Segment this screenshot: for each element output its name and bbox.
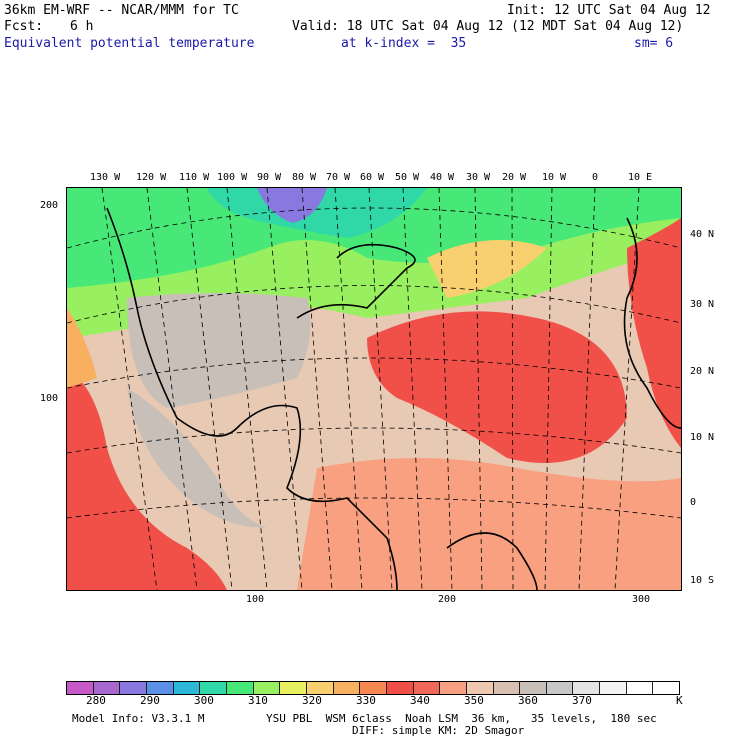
lon-label: 100 W: [217, 172, 248, 183]
color-bar-swatch: [546, 682, 574, 694]
color-bar-label: 350: [464, 694, 484, 707]
color-bar-label: 320: [302, 694, 322, 707]
color-bar-label: 330: [356, 694, 376, 707]
color-bar-swatch: [253, 682, 281, 694]
lon-label: 40 W: [430, 172, 455, 183]
color-bar-unit: K: [676, 694, 683, 707]
smoothing-info: sm= 6: [634, 36, 674, 51]
color-bar-swatch: [146, 682, 174, 694]
lat-label: 0: [690, 497, 697, 508]
lon-label: 30 W: [466, 172, 491, 183]
lon-label: 80 W: [292, 172, 317, 183]
color-bar-swatch: [573, 682, 601, 694]
color-bar-swatch: [93, 682, 121, 694]
grid-x-label: 200: [438, 594, 457, 605]
lon-label: 130 W: [90, 172, 121, 183]
color-bar-swatch: [360, 682, 387, 694]
color-bar-swatch: [333, 682, 361, 694]
color-bar-swatch: [653, 682, 680, 694]
lon-label: 60 W: [360, 172, 385, 183]
color-bar-swatch: [626, 682, 654, 694]
init-time: Init: 12 UTC Sat 04 Aug 12: [507, 3, 711, 18]
map-canvas: [67, 188, 681, 590]
lon-label: 20 W: [502, 172, 527, 183]
lat-label: 20 N: [690, 366, 715, 377]
lat-label: 10 N: [690, 432, 715, 443]
field-name: Equivalent potential temperature: [4, 36, 255, 51]
color-bar-label: 280: [86, 694, 106, 707]
color-bar-swatch: [200, 682, 227, 694]
color-bar-swatch: [466, 682, 494, 694]
color-bar-swatch: [413, 682, 441, 694]
lon-label: 10 E: [628, 172, 653, 183]
level-info: at k-index = 35: [341, 36, 467, 51]
lon-label: 120 W: [136, 172, 167, 183]
color-bar-swatch: [600, 682, 627, 694]
color-bar-label: 310: [248, 694, 268, 707]
color-bar-swatch: [67, 682, 94, 694]
color-bar-label: 360: [518, 694, 538, 707]
theta-e-map: [66, 187, 682, 591]
color-bar: [66, 681, 680, 695]
diffusion-info: DIFF: simple KM: 2D Smagor: [352, 724, 525, 737]
color-bar-swatch: [520, 682, 547, 694]
lon-label: 50 W: [395, 172, 420, 183]
color-bar-swatch: [226, 682, 254, 694]
lon-label: 90 W: [257, 172, 282, 183]
valid-time: Valid: 18 UTC Sat 04 Aug 12 (12 MDT Sat …: [292, 19, 684, 34]
color-bar-swatch: [440, 682, 467, 694]
grid-y-label: 100: [40, 393, 59, 404]
lon-label: 110 W: [179, 172, 210, 183]
grid-x-label: 100: [246, 594, 265, 605]
color-bar-swatch: [120, 682, 147, 694]
lat-label: 30 N: [690, 299, 715, 310]
model-info: Model Info: V3.3.1 M: [72, 712, 205, 725]
fcst-label: Fcst:: [4, 19, 44, 34]
grid-x-label: 300: [632, 594, 651, 605]
color-bar-swatch: [280, 682, 307, 694]
color-bar-label: 340: [410, 694, 430, 707]
color-bar-swatch: [493, 682, 521, 694]
physics-info: YSU PBL WSM 6class Noah LSM 36 km, 35 le…: [266, 712, 657, 725]
color-bar-label: 300: [194, 694, 214, 707]
model-title: 36km EM-WRF -- NCAR/MMM for TC: [4, 3, 239, 18]
color-bar-swatch: [173, 682, 201, 694]
grid-y-label: 200: [40, 200, 59, 211]
lon-label: 70 W: [326, 172, 351, 183]
color-bar-swatch: [306, 682, 334, 694]
color-bar-label: 370: [572, 694, 592, 707]
lat-label: 40 N: [690, 229, 715, 240]
color-bar-label: 290: [140, 694, 160, 707]
color-bar-swatch: [386, 682, 414, 694]
lon-label: 10 W: [542, 172, 567, 183]
lon-label: 0: [592, 172, 599, 183]
fcst-value: 6 h: [70, 19, 94, 34]
lat-label: 10 S: [690, 575, 715, 586]
